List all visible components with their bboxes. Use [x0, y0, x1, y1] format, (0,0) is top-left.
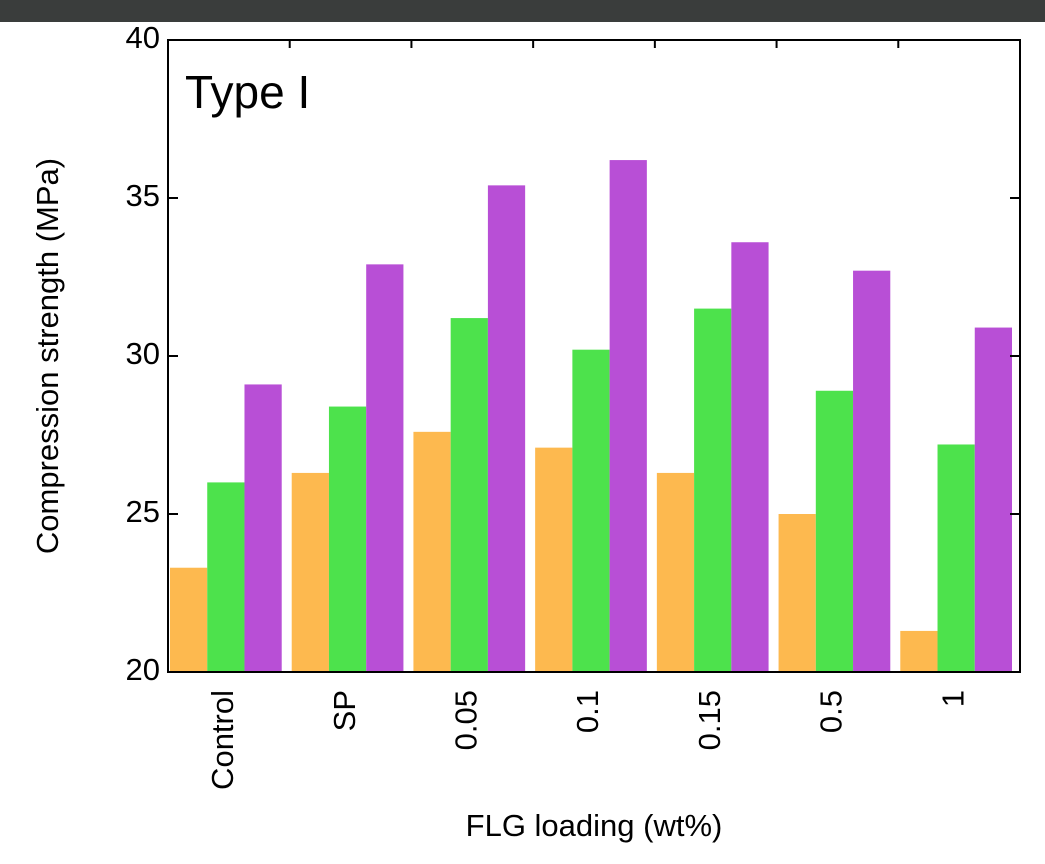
x-tick-label: 1	[935, 690, 970, 707]
bar	[535, 447, 573, 672]
x-axis-label: FLG loading (wt%)	[466, 808, 723, 843]
y-tick-label: 40	[126, 20, 160, 55]
bar	[487, 185, 526, 673]
bar	[450, 318, 488, 672]
bar	[328, 406, 367, 672]
x-tick-label: Control	[205, 690, 240, 790]
bar	[656, 472, 695, 672]
bar	[731, 242, 769, 673]
bar	[244, 384, 282, 672]
bar	[366, 264, 404, 672]
bar	[413, 431, 451, 672]
bar	[853, 270, 891, 672]
x-tick-label: 0.1	[570, 690, 605, 733]
y-tick-label: 30	[126, 336, 160, 371]
bar	[572, 349, 610, 672]
y-tick-label: 25	[126, 494, 160, 529]
bar	[937, 444, 975, 672]
y-tick-label: 35	[126, 178, 160, 213]
chart-title: Type I	[185, 66, 310, 118]
x-tick-label: 0.15	[692, 690, 727, 750]
bar	[778, 514, 816, 672]
x-tick-label: 0.05	[448, 690, 483, 750]
y-tick-label: 20	[126, 652, 160, 687]
bar	[170, 567, 208, 672]
bar	[900, 630, 938, 672]
bar	[207, 482, 245, 672]
x-tick-label: 0.5	[814, 690, 849, 733]
bar	[694, 308, 732, 672]
x-tick-label: SP	[327, 690, 362, 731]
bar	[974, 327, 1012, 672]
y-axis-label: Compression strength (MPa)	[30, 158, 65, 554]
bar	[291, 472, 329, 672]
photo-strip	[0, 0, 1045, 22]
bar	[815, 390, 854, 672]
bar	[609, 160, 647, 672]
